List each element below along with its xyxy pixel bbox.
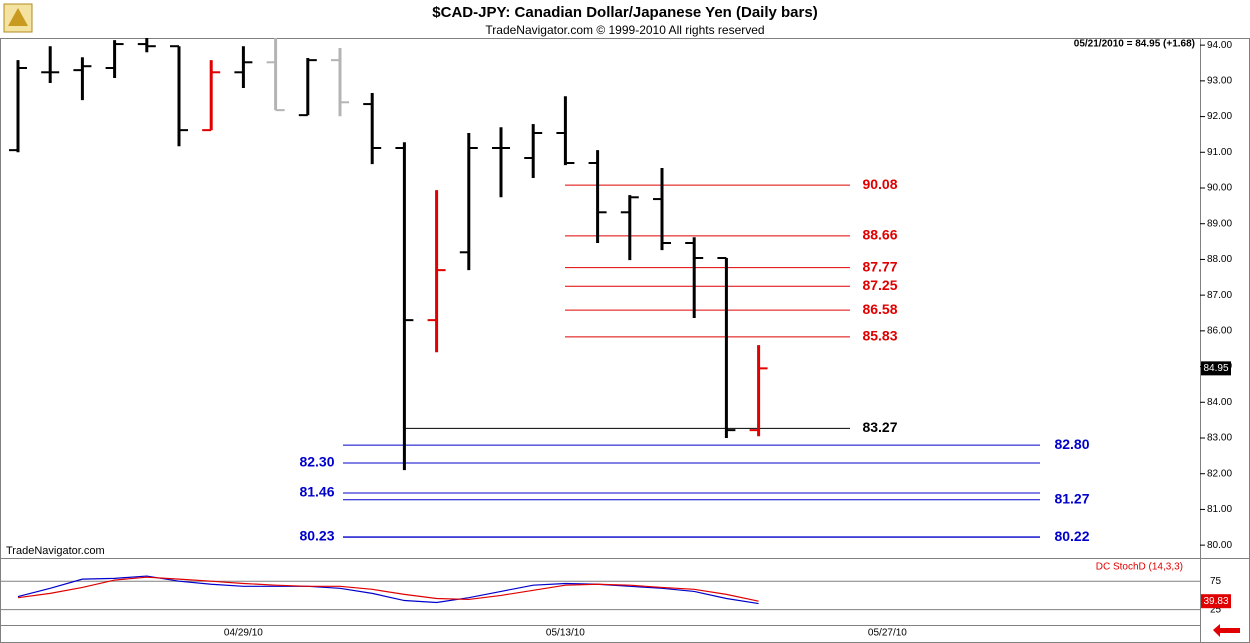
y-tick-label: 75 <box>1210 576 1222 587</box>
y-tick-label: 93.00 <box>1207 75 1232 86</box>
y-tick-label: 87.00 <box>1207 290 1232 301</box>
level-label: 90.08 <box>862 176 897 192</box>
x-tick-label: 05/13/10 <box>546 628 585 639</box>
level-label: 82.30 <box>299 454 334 470</box>
level-label: 86.58 <box>862 301 897 317</box>
level-label: 87.77 <box>862 258 897 274</box>
level-label: 81.27 <box>1054 490 1089 506</box>
watermark: TradeNavigator.com <box>6 545 105 557</box>
level-label: 81.46 <box>299 484 334 500</box>
y-tick-label: 88.00 <box>1207 254 1232 265</box>
y-tick-label: 81.00 <box>1207 504 1232 515</box>
last-price-label: 84.95 <box>1203 363 1228 374</box>
level-label: 88.66 <box>862 227 897 243</box>
y-tick-label: 92.00 <box>1207 111 1232 122</box>
status-text: 05/21/2010 = 84.95 (+1.68) <box>1074 39 1195 50</box>
indicator-title: DC StochD (14,3,3) <box>1096 562 1183 573</box>
level-label: 80.23 <box>299 528 334 544</box>
last-value-box <box>1201 594 1231 609</box>
logo <box>3 3 33 33</box>
scroll-arrow[interactable] <box>1213 624 1240 637</box>
chart-title: $CAD-JPY: Canadian Dollar/Japanese Yen (… <box>432 4 817 21</box>
y-tick-label: 84.00 <box>1207 397 1232 408</box>
y-tick-label: 82.00 <box>1207 468 1232 479</box>
chart-subtitle: TradeNavigator.com © 1999-2010 All right… <box>485 23 764 37</box>
level-label: 80.22 <box>1054 528 1089 544</box>
y-tick-label: 90.00 <box>1207 183 1232 194</box>
frame <box>0 38 1250 643</box>
level-label: 87.25 <box>862 277 897 293</box>
level-label: 83.27 <box>862 419 897 435</box>
y-tick-label: 91.00 <box>1207 147 1232 158</box>
level-label: 82.80 <box>1054 436 1089 452</box>
y-tick-label: 89.00 <box>1207 218 1232 229</box>
stoch-line <box>17 576 759 602</box>
last-price-box <box>1201 361 1231 376</box>
level-label: 85.83 <box>862 328 897 344</box>
stoch-line <box>17 575 759 605</box>
y-tick-label: 80.00 <box>1207 540 1232 551</box>
y-tick-label: 25 <box>1210 604 1222 615</box>
x-tick-label: 04/29/10 <box>224 628 263 639</box>
y-tick-label: 94.00 <box>1207 40 1232 51</box>
y-tick-label: 86.00 <box>1207 325 1232 336</box>
last-value-label: 39.83 <box>1203 596 1228 607</box>
y-tick-label: 83.00 <box>1207 433 1232 444</box>
x-tick-label: 05/27/10 <box>868 628 907 639</box>
